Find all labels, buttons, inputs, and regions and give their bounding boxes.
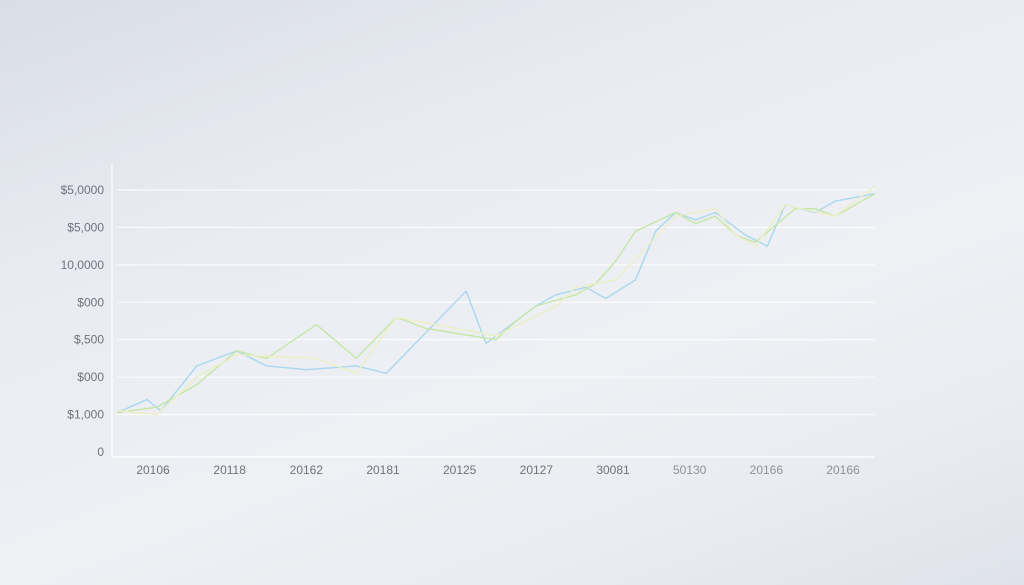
y-tick-label: $000 xyxy=(77,295,104,309)
x-tick-label: 20106 xyxy=(136,463,170,477)
x-tick-label: 20181 xyxy=(366,463,400,477)
x-tick-label: 20125 xyxy=(443,463,477,477)
x-tick-label: 20166 xyxy=(750,463,784,477)
series-line-2 xyxy=(116,193,876,414)
series-lines xyxy=(116,185,876,416)
x-tick-label: 20127 xyxy=(520,463,554,477)
y-axis-tick-labels: 0 $1,000 $000 $,500 $000 10,0000 $5,000 $5,0000 xyxy=(61,183,105,459)
series-line-1 xyxy=(116,193,876,414)
y-tick-label: $,500 xyxy=(74,333,104,347)
x-tick-label: 30081 xyxy=(596,463,630,477)
y-tick-label: $5,0000 xyxy=(61,183,105,197)
x-tick-label: 20162 xyxy=(290,463,324,477)
x-tick-label: 20166 xyxy=(826,463,860,477)
y-tick-label: $000 xyxy=(77,370,104,384)
x-tick-label: 20118 xyxy=(213,463,246,477)
y-tick-label: 0 xyxy=(97,445,104,459)
series-line-3 xyxy=(116,185,876,416)
y-tick-label: $5,000 xyxy=(67,220,104,234)
y-tick-label: 10,0000 xyxy=(61,258,105,272)
x-axis-tick-labels: 20106 20118 20162 20181 20125 20127 30081 50130… xyxy=(136,463,860,477)
y-tick-label: $1,000 xyxy=(67,408,104,422)
x-tick-label: 50130 xyxy=(673,463,707,477)
gridlines xyxy=(117,189,875,416)
